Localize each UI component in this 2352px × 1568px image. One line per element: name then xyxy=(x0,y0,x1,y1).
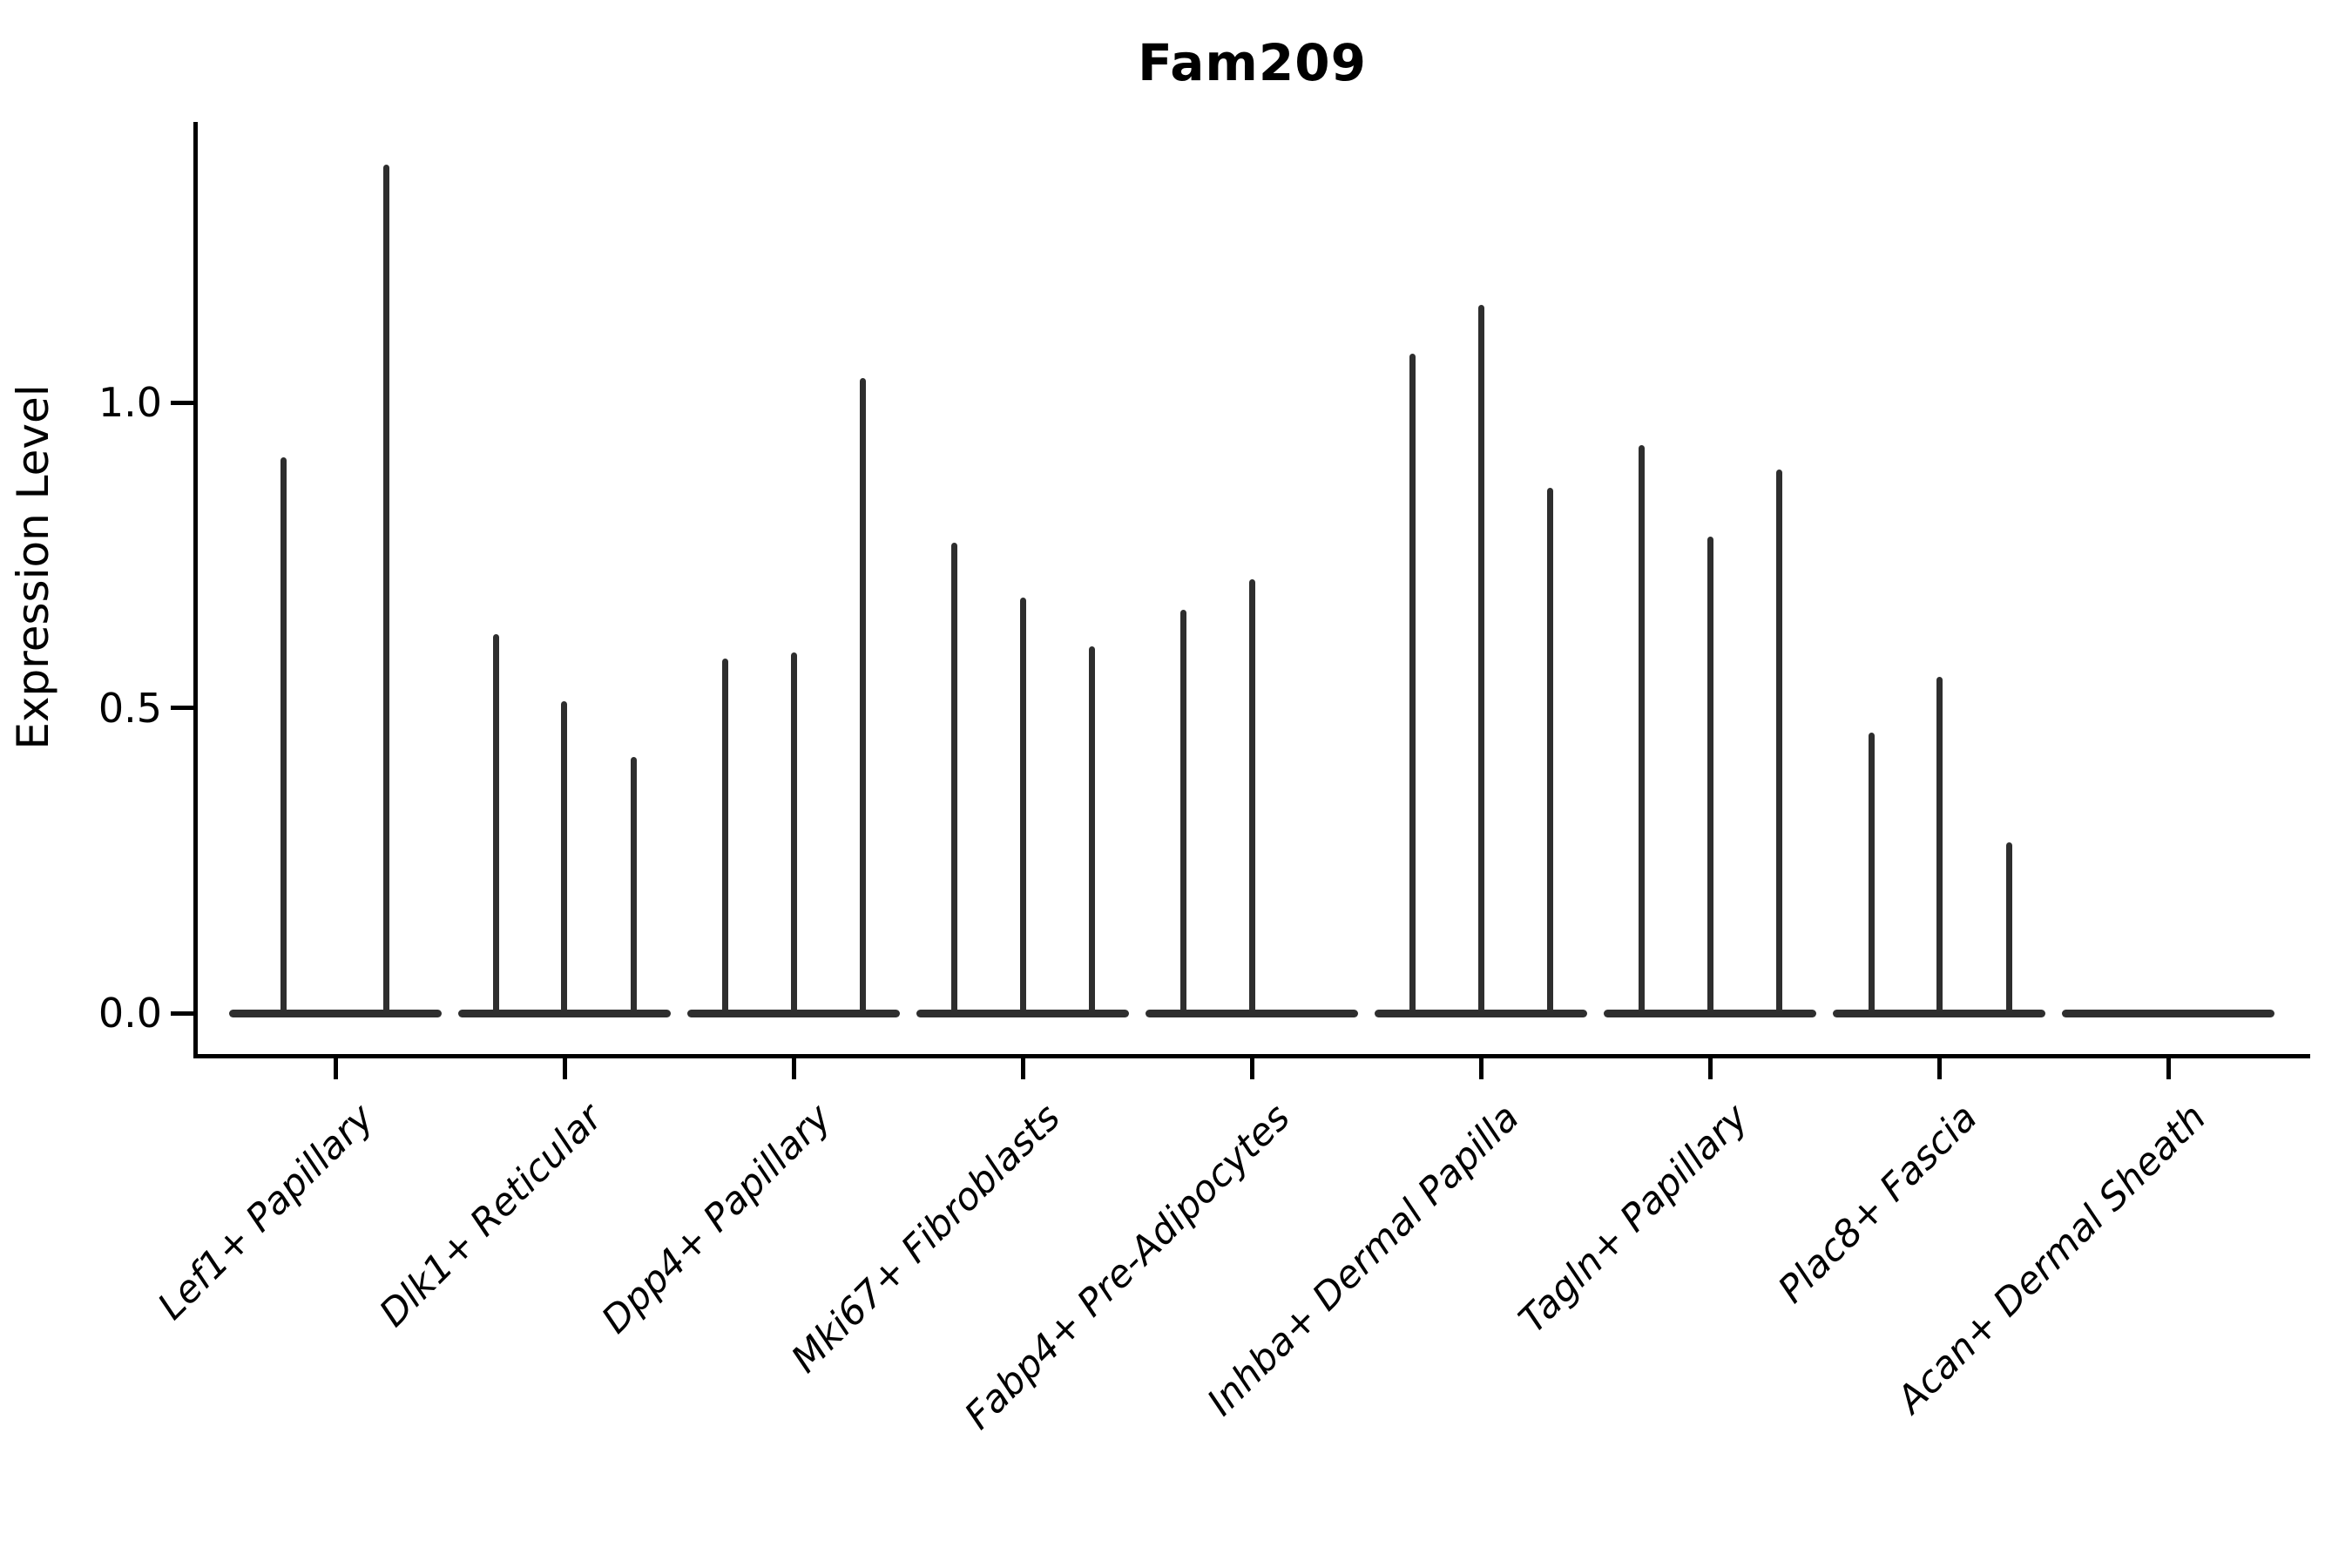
violin-needle xyxy=(2005,841,2012,1013)
violin-needle xyxy=(1707,537,1713,1013)
violin-base xyxy=(2062,1009,2274,1017)
y-tick-mark xyxy=(171,400,193,405)
violin-needle xyxy=(1179,610,1186,1013)
violin-needle xyxy=(1409,353,1416,1013)
x-tick-label: Dlk1+ Reticular xyxy=(371,1096,612,1336)
violin-needle xyxy=(630,756,637,1013)
violin-base xyxy=(916,1009,1129,1017)
x-axis-spine xyxy=(193,1054,2310,1058)
violin-needle xyxy=(790,652,797,1013)
x-tick-mark xyxy=(791,1058,796,1079)
y-tick-label: 1.0 xyxy=(98,379,162,426)
violin-base xyxy=(1146,1009,1358,1017)
x-tick-label: Plac8+ Fascia xyxy=(1769,1096,1986,1312)
y-tick-label: 0.0 xyxy=(98,990,162,1037)
violin-needle xyxy=(280,457,287,1013)
violin-needle xyxy=(859,377,866,1013)
y-tick-label: 0.5 xyxy=(98,684,162,732)
violin-base xyxy=(229,1009,442,1017)
violin-needle xyxy=(1477,304,1484,1013)
violin-needle xyxy=(382,164,389,1013)
x-tick-mark xyxy=(1707,1058,1713,1079)
y-axis-spine xyxy=(193,122,198,1058)
y-tick-mark xyxy=(171,1010,193,1016)
violin-needle xyxy=(560,701,567,1013)
violin-needle xyxy=(1546,488,1553,1013)
violin-needle xyxy=(1638,445,1645,1013)
violin-needle xyxy=(1248,579,1255,1013)
x-tick-mark xyxy=(1936,1058,1942,1079)
x-tick-label: Dpp4+ Papillary xyxy=(593,1096,841,1342)
y-axis-label: Expression Level xyxy=(8,384,58,750)
chart-title: Fam209 xyxy=(1138,33,1367,92)
y-tick-mark xyxy=(171,706,193,710)
x-tick-mark xyxy=(333,1058,338,1079)
x-tick-mark xyxy=(1478,1058,1484,1079)
violin-needle xyxy=(1868,732,1875,1013)
violin-base xyxy=(687,1009,900,1017)
violin-base xyxy=(1604,1009,1816,1017)
violin-needle xyxy=(1019,598,1026,1013)
violin-base xyxy=(458,1009,671,1017)
violin-needle xyxy=(1936,677,1943,1013)
x-tick-mark xyxy=(562,1058,567,1079)
x-tick-label: Tagln+ Papillary xyxy=(1511,1096,1757,1342)
x-tick-mark xyxy=(1020,1058,1025,1079)
x-tick-label: Lef1+ Papillary xyxy=(149,1096,382,1328)
x-tick-mark xyxy=(2166,1058,2171,1079)
violin-base xyxy=(1833,1009,2045,1017)
violin-needle xyxy=(1775,470,1782,1013)
violin-needle xyxy=(492,634,499,1013)
violin-base xyxy=(1375,1009,1587,1017)
violin-needle xyxy=(950,543,957,1013)
x-tick-mark xyxy=(1249,1058,1254,1079)
violin-needle xyxy=(1088,646,1095,1013)
violin-needle xyxy=(721,659,728,1013)
